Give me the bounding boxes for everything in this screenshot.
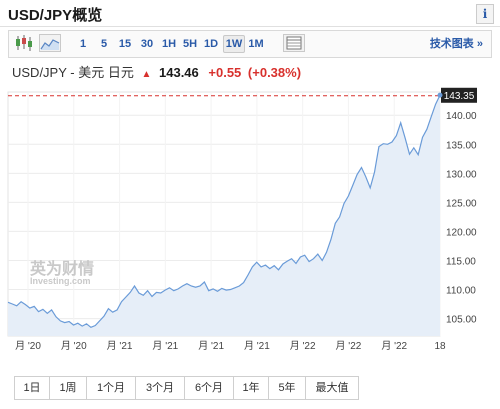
range-6m[interactable]: 6个月: [185, 377, 234, 399]
watermark-cn: 英为财情: [29, 259, 94, 278]
quote-line: USD/JPY - 美元 日元 ▲ 143.46 +0.55 (+0.38%): [12, 62, 301, 81]
last-price-tag: [441, 87, 477, 103]
area-chart-icon[interactable]: [39, 34, 61, 52]
interval-1h[interactable]: 1H: [161, 38, 177, 50]
y-tick-label: 115.00: [446, 256, 476, 267]
quote-symbol: USD/JPY - 美元 日元: [12, 65, 134, 80]
y-tick-label: 110.00: [446, 286, 476, 297]
x-tick-label: 月 '21: [107, 340, 133, 352]
quote-price: 143.46: [159, 65, 199, 80]
last-price-label: 143.35: [444, 91, 475, 102]
y-tick-label: 130.00: [446, 169, 477, 180]
x-tick-label: 18: [434, 341, 446, 352]
interval-1w[interactable]: 1W: [223, 35, 245, 53]
x-tick-label: 月 '22: [381, 340, 407, 352]
interval-15[interactable]: 15: [118, 38, 132, 50]
range-3m[interactable]: 3个月: [136, 377, 185, 399]
range-1w[interactable]: 1周: [50, 377, 87, 399]
last-point: [437, 92, 443, 98]
interval-30[interactable]: 30: [140, 38, 154, 50]
x-tick-label: 月 '22: [336, 340, 362, 352]
interval-1m[interactable]: 1M: [248, 38, 264, 50]
range-1m[interactable]: 1个月: [87, 377, 136, 399]
candlestick-icon[interactable]: [13, 34, 35, 52]
info-icon[interactable]: i: [476, 4, 494, 24]
interval-5[interactable]: 5: [100, 38, 108, 50]
series-area: [8, 95, 440, 336]
tech-chart-link[interactable]: 技术图表 »: [429, 38, 483, 50]
y-tick-label: 140.00: [446, 111, 477, 122]
up-arrow-icon: ▲: [141, 69, 152, 80]
y-tick-label: 105.00: [446, 315, 477, 326]
series-line: [7, 94, 441, 328]
interval-5h[interactable]: 5H: [182, 38, 198, 50]
interval-1d[interactable]: 1D: [203, 38, 219, 50]
x-tick-label: 月 '20: [61, 340, 87, 352]
y-tick-label: 125.00: [446, 198, 477, 209]
interval-1[interactable]: 1: [79, 38, 87, 50]
price-chart[interactable]: 105.00 110.00 115.00 120.00 125.00 130.00 135.…: [0, 80, 500, 372]
range-1y[interactable]: 1年: [234, 377, 269, 399]
range-1d[interactable]: 1日: [15, 377, 50, 399]
x-tick-label: 月 '22: [290, 340, 316, 352]
table-icon[interactable]: [283, 34, 305, 52]
x-tick-label: 月 '20: [15, 340, 41, 352]
range-max[interactable]: 最大值: [306, 377, 358, 399]
y-tick-label: 120.00: [446, 227, 477, 238]
watermark-en: Investing.com: [30, 276, 91, 286]
range-selector: 1日 1周 1个月 3个月 6个月 1年 5年 最大值: [14, 376, 359, 400]
x-tick-label: 月 '21: [152, 340, 178, 352]
range-5y[interactable]: 5年: [269, 377, 306, 399]
divider: [0, 26, 500, 27]
page-title: USD/JPY概览: [8, 7, 103, 24]
y-tick-label: 135.00: [446, 140, 477, 151]
x-tick-label: 月 '21: [198, 340, 224, 352]
quote-change-pct: (+0.38%): [247, 65, 302, 80]
chart-toolbar: 1 5 15 30 1H 5H 1D 1W 1M 技术图表 »: [8, 30, 492, 58]
x-tick-label: 月 '21: [244, 340, 270, 352]
plot-area: 105.00 110.00 115.00 120.00 125.00 130.00 135.…: [7, 87, 477, 352]
quote-change: +0.55: [208, 65, 242, 80]
